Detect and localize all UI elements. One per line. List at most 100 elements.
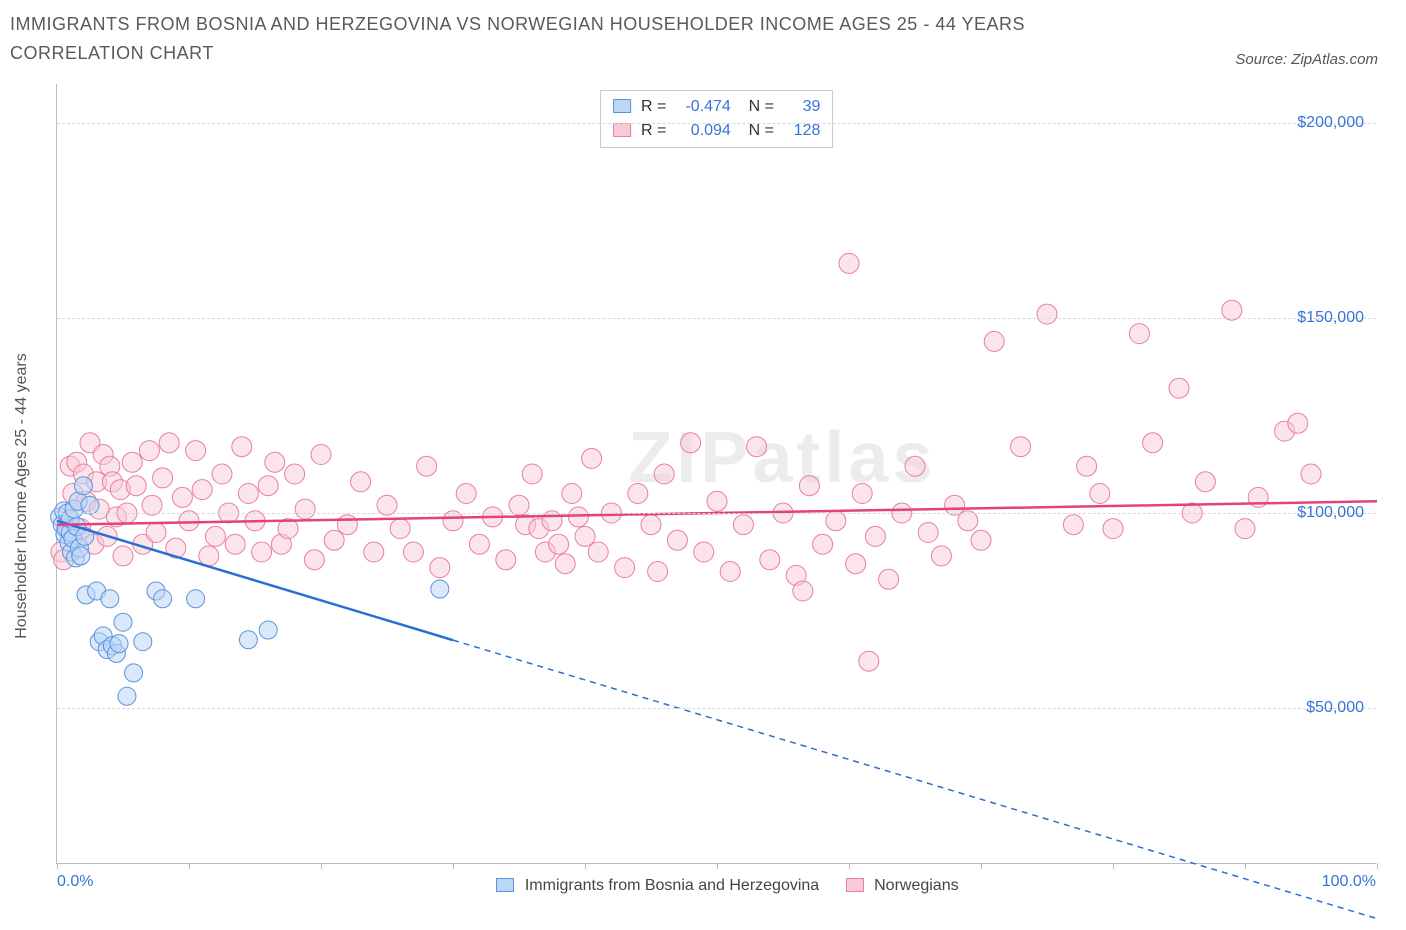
x-tick-mark	[57, 863, 58, 869]
scatter-point-norwegians	[568, 506, 588, 526]
scatter-point-norwegians	[733, 514, 753, 534]
scatter-point-norwegians	[694, 542, 714, 562]
scatter-point-bosnia	[81, 496, 99, 514]
x-tick-mark	[1377, 863, 1378, 869]
scatter-point-norwegians	[417, 456, 437, 476]
scatter-point-norwegians	[575, 526, 595, 546]
scatter-point-norwegians	[252, 542, 272, 562]
scatter-point-norwegians	[588, 542, 608, 562]
scatter-point-norwegians	[430, 557, 450, 577]
scatter-point-norwegians	[681, 432, 701, 452]
scatter-point-norwegians	[1103, 518, 1123, 538]
scatter-point-norwegians	[159, 432, 179, 452]
x-tick-mark	[585, 863, 586, 869]
footer-label-norwegians: Norwegians	[874, 877, 958, 894]
scatter-point-norwegians	[654, 464, 674, 484]
scatter-point-norwegians	[522, 464, 542, 484]
footer-swatch-norwegians	[846, 878, 864, 892]
scatter-point-norwegians	[1235, 518, 1255, 538]
scatter-point-norwegians	[1077, 456, 1097, 476]
scatter-point-norwegians	[295, 499, 315, 519]
scatter-point-norwegians	[628, 483, 648, 503]
scatter-point-norwegians	[971, 530, 991, 550]
scatter-point-bosnia	[110, 634, 128, 652]
y-tick-label: $150,000	[1297, 309, 1364, 327]
footer-swatch-bosnia	[496, 878, 514, 892]
x-tick-mark	[1245, 863, 1246, 869]
scatter-point-norwegians	[146, 522, 166, 542]
scatter-point-bosnia	[125, 663, 143, 681]
x-tick-mark	[981, 863, 982, 869]
x-label-min: 0.0%	[57, 873, 93, 891]
scatter-point-norwegians	[813, 534, 833, 554]
x-tick-mark	[1113, 863, 1114, 869]
scatter-point-norwegians	[846, 553, 866, 573]
scatter-point-norwegians	[304, 549, 324, 569]
scatter-point-norwegians	[1063, 514, 1083, 534]
scatter-point-norwegians	[879, 569, 899, 589]
scatter-point-norwegians	[667, 530, 687, 550]
scatter-point-norwegians	[615, 557, 635, 577]
scatter-point-norwegians	[720, 561, 740, 581]
scatter-point-norwegians	[905, 456, 925, 476]
scatter-point-norwegians	[648, 561, 668, 581]
scatter-point-norwegians	[199, 545, 219, 565]
scatter-svg	[57, 84, 1376, 863]
scatter-point-norwegians	[232, 436, 252, 456]
scatter-point-norwegians	[172, 487, 192, 507]
y-axis-label: Householder Income Ages 25 - 44 years	[13, 353, 31, 639]
scatter-point-bosnia	[187, 589, 205, 607]
x-tick-mark	[849, 863, 850, 869]
scatter-point-norwegians	[549, 534, 569, 554]
footer-label-bosnia: Immigrants from Bosnia and Herzegovina	[525, 877, 819, 894]
scatter-point-norwegians	[1195, 471, 1215, 491]
scatter-point-norwegians	[351, 471, 371, 491]
scatter-point-bosnia	[239, 630, 257, 648]
scatter-point-norwegians	[1169, 378, 1189, 398]
y-tick-label: $50,000	[1306, 699, 1364, 717]
scatter-point-norwegians	[859, 651, 879, 671]
scatter-point-norwegians	[496, 549, 516, 569]
scatter-point-norwegians	[126, 475, 146, 495]
chart-container: Householder Income Ages 25 - 44 years ZI…	[10, 76, 1396, 916]
scatter-point-norwegians	[760, 549, 780, 569]
scatter-point-norwegians	[390, 518, 410, 538]
scatter-point-norwegians	[1288, 413, 1308, 433]
x-tick-mark	[453, 863, 454, 869]
scatter-point-norwegians	[186, 440, 206, 460]
scatter-point-norwegians	[839, 253, 859, 273]
x-tick-mark	[321, 863, 322, 869]
chart-source: Source: ZipAtlas.com	[1235, 51, 1378, 68]
scatter-point-norwegians	[324, 530, 344, 550]
scatter-point-norwegians	[582, 448, 602, 468]
scatter-point-norwegians	[265, 452, 285, 472]
scatter-point-norwegians	[1143, 432, 1163, 452]
scatter-point-norwegians	[153, 467, 173, 487]
scatter-point-norwegians	[1037, 304, 1057, 324]
scatter-point-norwegians	[865, 526, 885, 546]
x-tick-mark	[189, 863, 190, 869]
scatter-point-norwegians	[192, 479, 212, 499]
scatter-point-norwegians	[1090, 483, 1110, 503]
scatter-point-norwegians	[139, 440, 159, 460]
scatter-point-norwegians	[555, 553, 575, 573]
scatter-point-bosnia	[101, 589, 119, 607]
chart-title: IMMIGRANTS FROM BOSNIA AND HERZEGOVINA V…	[10, 10, 1110, 68]
scatter-point-norwegians	[1011, 436, 1031, 456]
scatter-point-norwegians	[469, 534, 489, 554]
scatter-point-bosnia	[431, 580, 449, 598]
scatter-point-norwegians	[205, 526, 225, 546]
scatter-point-norwegians	[113, 545, 133, 565]
plot-area: ZIPatlas R = -0.474 N = 39 R = 0.094 N =…	[56, 84, 1376, 864]
scatter-point-bosnia	[154, 589, 172, 607]
gridline	[57, 123, 1376, 124]
scatter-point-norwegians	[799, 475, 819, 495]
scatter-point-norwegians	[225, 534, 245, 554]
scatter-point-norwegians	[984, 331, 1004, 351]
scatter-point-norwegians	[931, 545, 951, 565]
scatter-point-norwegians	[238, 483, 258, 503]
scatter-point-norwegians	[337, 514, 357, 534]
x-label-max: 100.0%	[1322, 873, 1376, 891]
gridline	[57, 513, 1376, 514]
scatter-point-norwegians	[456, 483, 476, 503]
